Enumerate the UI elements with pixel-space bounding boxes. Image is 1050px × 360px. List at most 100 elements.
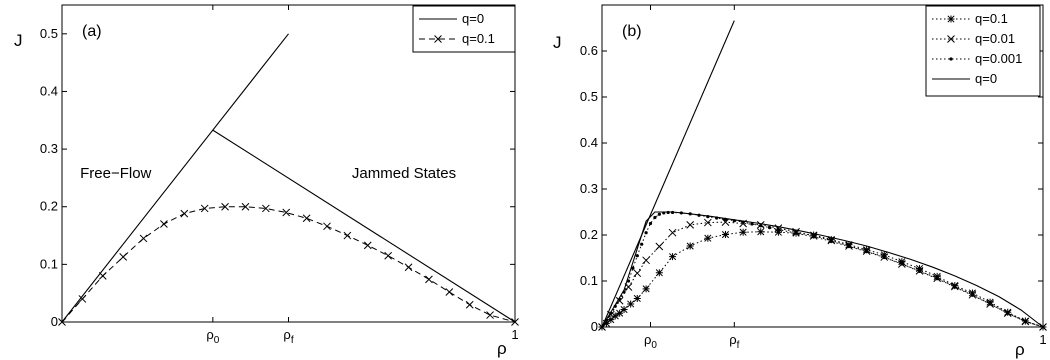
series-q=0.1 [58, 202, 519, 326]
axes-frame [601, 4, 1044, 328]
data-point [78, 295, 87, 303]
data-point [627, 300, 635, 308]
data-point [343, 231, 352, 240]
data-point [739, 228, 747, 236]
series-line [601, 20, 735, 328]
y-axis-label: J [14, 31, 23, 50]
data-point [988, 302, 992, 306]
data-point [363, 241, 372, 250]
legend-marker [947, 35, 955, 43]
data-point [774, 228, 782, 236]
y-tick-label: 0.5 [40, 26, 58, 41]
data-point [812, 235, 816, 239]
data-point [631, 266, 635, 270]
series-line [212, 129, 516, 323]
data-point [465, 300, 474, 309]
y-tick-label: 0.3 [580, 181, 598, 196]
data-point [261, 204, 270, 213]
data-point [511, 318, 519, 326]
data-point [616, 309, 624, 317]
data-point [759, 224, 763, 228]
series-q=0 [61, 33, 516, 323]
y-tick-label: 0.1 [40, 256, 58, 271]
data-point [900, 262, 904, 266]
data-point [655, 242, 664, 251]
y-tick-label: 0.2 [40, 199, 58, 214]
legend-label: q=0.1 [462, 31, 495, 46]
legend-label: q=0.01 [975, 31, 1015, 46]
data-point [953, 285, 957, 289]
data-point [863, 246, 871, 254]
data-point [98, 272, 107, 280]
data-point [669, 253, 677, 261]
y-tick-label: 0.4 [580, 135, 598, 150]
data-point [241, 202, 250, 211]
panel-label: (b) [622, 23, 642, 40]
data-point [200, 204, 209, 213]
data-point [139, 234, 148, 243]
legend-box [412, 5, 516, 53]
panel-label: (a) [82, 23, 102, 40]
data-point [767, 226, 772, 230]
data-point [686, 242, 694, 250]
data-point [935, 277, 939, 281]
data-point [721, 230, 730, 239]
data-point [221, 202, 229, 211]
x-tick-label: ρ0 [644, 332, 657, 351]
y-tick-label: 0 [591, 319, 598, 334]
x-tick-label: ρ0 [206, 327, 219, 346]
data-point [611, 312, 619, 320]
series-q=0.1 [598, 228, 1047, 331]
panel-b: 0 0.1 0.2 0.3 0.4 0.5 0.6 ρ0 ρf 1 Jρ (b) q=0.1 q=0.01… [553, 4, 1047, 359]
data-point [882, 255, 886, 260]
data-point [917, 269, 922, 273]
x-tick-label: ρf [283, 327, 293, 346]
legend-label: q=0.001 [975, 51, 1022, 66]
data-point [602, 319, 610, 327]
data-point [847, 244, 851, 249]
data-point [642, 285, 650, 293]
x-tick-label: 1 [1039, 332, 1046, 347]
y-tick-label: 0.1 [580, 273, 598, 288]
data-point [620, 305, 628, 314]
y-tick-label: 0.2 [580, 227, 598, 242]
data-point [119, 253, 128, 261]
x-axis-label: ρ [497, 339, 507, 358]
legend-marker [434, 35, 442, 43]
data-point [865, 249, 869, 254]
data-point [642, 256, 650, 265]
data-point [970, 293, 975, 297]
data-point [757, 228, 765, 236]
axes-frame [61, 4, 516, 323]
annotation: Jammed States [352, 165, 456, 182]
y-tick-label: 0.6 [580, 43, 598, 58]
data-point [160, 220, 168, 228]
panel-a: 0 0.1 0.2 0.3 0.4 0.5 ρ0 ρf 1 Jρ (a) Free−Flow Jamme… [14, 4, 519, 358]
legend-box [925, 5, 1041, 97]
data-point [648, 221, 653, 226]
legend: q=0.1 q=0.01 q=0.001 q=0 [925, 5, 1041, 97]
data-point [750, 222, 754, 226]
data-point [1023, 319, 1027, 324]
data-point [657, 212, 661, 216]
data-point [898, 258, 906, 266]
y-tick-label: 0.5 [580, 89, 598, 104]
data-point [703, 218, 712, 227]
data-point [445, 288, 454, 296]
annotation: Free−Flow [80, 165, 151, 182]
x-tick-label: 1 [511, 327, 518, 342]
data-point [776, 227, 781, 232]
data-point [968, 289, 976, 297]
series-q=0 [601, 20, 1044, 328]
data-point [827, 236, 835, 244]
series-line [601, 212, 1044, 328]
data-point [180, 209, 189, 218]
data-point [635, 254, 639, 258]
data-point [640, 242, 644, 246]
y-tick-label: 0 [51, 314, 58, 329]
data-point [829, 239, 833, 244]
y-tick-label: 0.4 [40, 83, 58, 98]
series-line [601, 221, 1044, 328]
data-point [915, 265, 924, 273]
